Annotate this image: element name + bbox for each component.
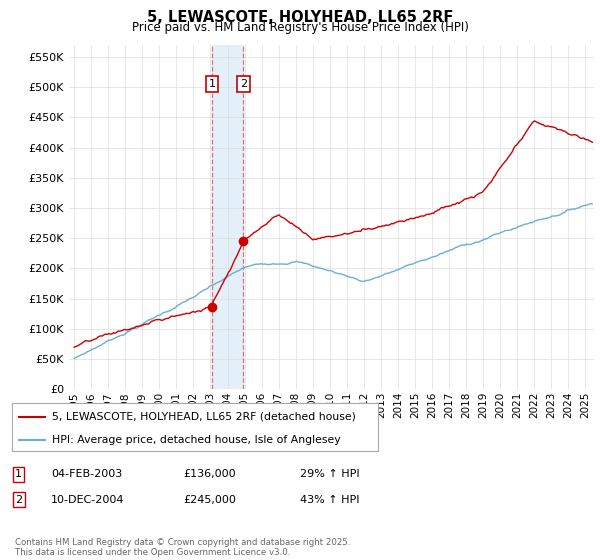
Text: 2: 2 (240, 79, 247, 89)
Bar (212, 45, 244, 389)
Text: 04-FEB-2003: 04-FEB-2003 (51, 469, 122, 479)
Text: 5, LEWASCOTE, HOLYHEAD, LL65 2RF: 5, LEWASCOTE, HOLYHEAD, LL65 2RF (147, 10, 453, 25)
Text: 1: 1 (15, 469, 22, 479)
Text: 1: 1 (209, 79, 215, 89)
Text: 5, LEWASCOTE, HOLYHEAD, LL65 2RF (detached house): 5, LEWASCOTE, HOLYHEAD, LL65 2RF (detach… (52, 412, 356, 422)
Text: Price paid vs. HM Land Registry's House Price Index (HPI): Price paid vs. HM Land Registry's House … (131, 21, 469, 34)
Text: 10-DEC-2004: 10-DEC-2004 (51, 494, 125, 505)
FancyBboxPatch shape (12, 403, 378, 451)
Text: 43% ↑ HPI: 43% ↑ HPI (300, 494, 359, 505)
Text: £245,000: £245,000 (183, 494, 236, 505)
Text: £136,000: £136,000 (183, 469, 236, 479)
Text: HPI: Average price, detached house, Isle of Anglesey: HPI: Average price, detached house, Isle… (52, 435, 341, 445)
Text: 2: 2 (15, 494, 22, 505)
Text: Contains HM Land Registry data © Crown copyright and database right 2025.
This d: Contains HM Land Registry data © Crown c… (15, 538, 350, 557)
Text: 29% ↑ HPI: 29% ↑ HPI (300, 469, 359, 479)
